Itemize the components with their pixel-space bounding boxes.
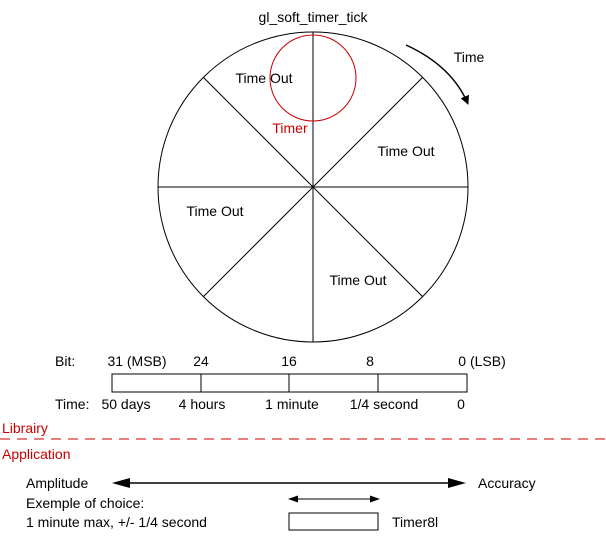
- time-label: 1/4 second: [350, 396, 419, 412]
- example-heading: Exemple of choice:: [26, 495, 144, 511]
- time-label: 50 days: [101, 396, 150, 412]
- accuracy-label: Accuracy: [478, 475, 536, 491]
- bit-label: 0 (LSB): [458, 353, 505, 369]
- library-layer-label: Librairy: [2, 420, 48, 436]
- register-bar: [111, 373, 468, 393]
- tick-label: gl_soft_timer_tick: [259, 9, 369, 25]
- timer-label: Timer: [272, 120, 308, 136]
- time-heading: Time:: [55, 396, 89, 412]
- example-detail: 1 minute max, +/- 1/4 second: [26, 514, 207, 530]
- example-timer-box: [288, 512, 379, 531]
- bit-label: 16: [281, 353, 297, 369]
- bit-label: 24: [193, 353, 209, 369]
- time-label: 4 hours: [179, 396, 226, 412]
- scale-arrowhead-left: [112, 478, 130, 488]
- amplitude-accuracy-arrow: [112, 478, 466, 488]
- example-range-arrow: [288, 495, 380, 503]
- scale-arrowhead-right: [448, 478, 466, 488]
- bit-label: 31 (MSB): [107, 353, 166, 369]
- bit-heading: Bit:: [55, 353, 75, 369]
- time-direction-label: Time: [454, 49, 485, 65]
- wheel-spoke-diagonal-b: [203, 77, 423, 297]
- sector-label: Time Out: [329, 272, 386, 288]
- time-label: 0: [457, 396, 465, 412]
- sector-label: Time Out: [186, 203, 243, 219]
- timer-wheel: [157, 31, 469, 343]
- example-timer-name: Timer8l: [392, 514, 438, 530]
- application-layer-label: Application: [2, 446, 71, 462]
- range-arrowhead-right: [370, 495, 380, 503]
- amplitude-label: Amplitude: [26, 475, 88, 491]
- sector-label: Time Out: [377, 143, 434, 159]
- time-direction-arrow: [405, 44, 470, 105]
- bit-label: 8: [366, 353, 374, 369]
- timer-circle: [269, 34, 357, 122]
- range-arrowhead-left: [288, 495, 298, 503]
- sector-label: Time Out: [235, 70, 292, 86]
- time-label: 1 minute: [265, 396, 319, 412]
